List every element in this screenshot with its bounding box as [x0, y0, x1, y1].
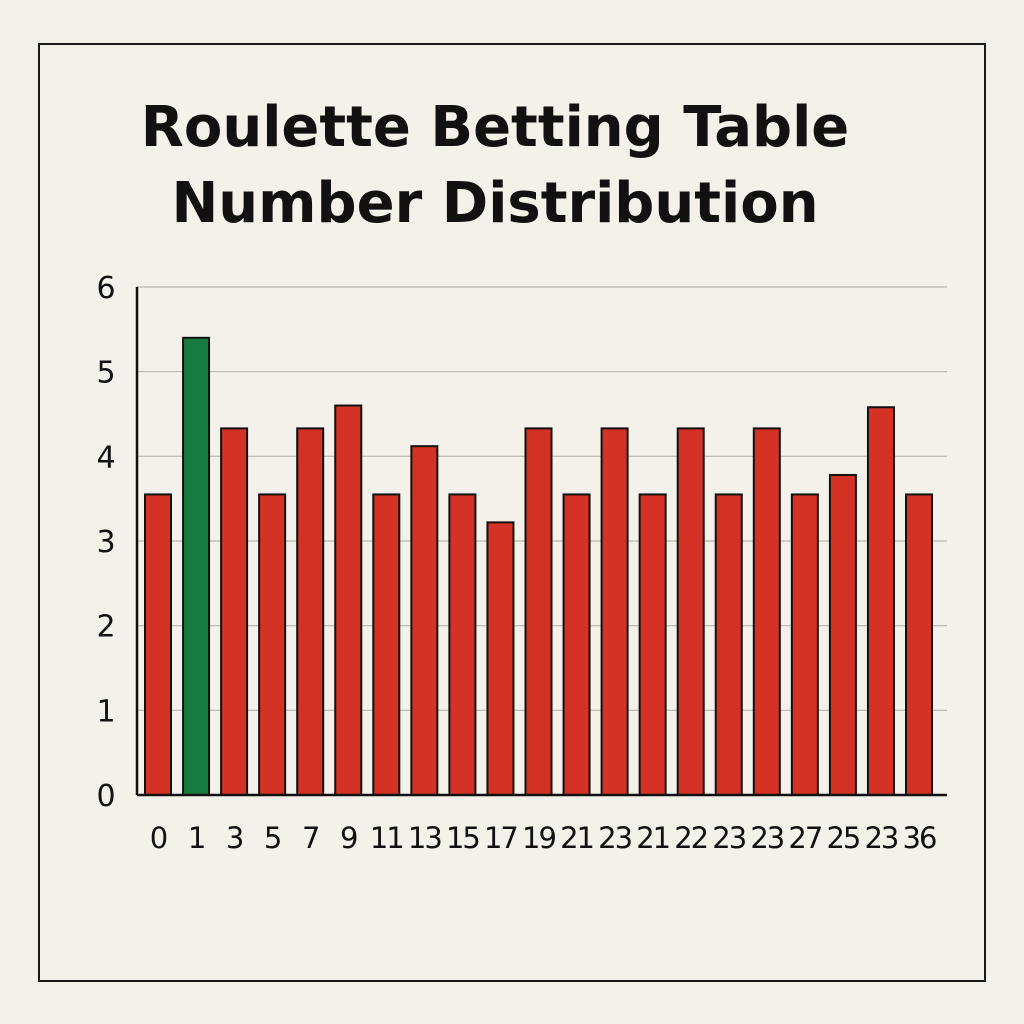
x-tick-label: 0: [150, 821, 167, 855]
y-tick-label: 5: [96, 356, 115, 391]
y-tick-label: 0: [96, 779, 115, 814]
y-tick-label: 2: [96, 610, 115, 645]
x-tick-label: 36: [903, 821, 936, 855]
bar-7: [410, 445, 439, 796]
x-tick-label: 23: [864, 821, 897, 855]
bars: [144, 336, 933, 797]
x-tick-label: 21: [560, 821, 593, 855]
bar-18: [828, 473, 857, 796]
bar-6: [372, 493, 401, 796]
bar-16: [752, 427, 781, 796]
x-tick-label: 13: [408, 821, 441, 855]
y-tick-labels: 0 1 2 3 4 5 6: [96, 271, 115, 814]
bar-1: [182, 336, 211, 796]
x-tick-label: 5: [264, 821, 280, 855]
bar-0: [144, 493, 172, 796]
bar-17: [790, 493, 819, 796]
axes: [135, 287, 947, 797]
y-tick-label: 3: [96, 525, 115, 560]
y-tick-label: 4: [96, 440, 115, 475]
bar-19: [866, 406, 895, 796]
x-tick-label: 15: [446, 821, 479, 855]
chart-title-line-2: Number Distribution: [171, 171, 819, 236]
x-tick-label: 1: [188, 821, 204, 855]
bar-8: [448, 493, 477, 796]
x-tick-label: 22: [674, 821, 707, 855]
y-tick-label: 1: [96, 694, 115, 729]
x-tick-label: 25: [826, 821, 859, 855]
bar-3: [258, 493, 287, 796]
bar-4: [296, 427, 325, 796]
x-tick-label: 21: [636, 821, 669, 855]
bar-2: [220, 427, 249, 796]
x-tick-label: 9: [340, 821, 357, 855]
x-tick-label: 11: [370, 821, 403, 855]
bar-5: [334, 404, 363, 796]
x-tick-label: 23: [712, 821, 745, 855]
bar-10: [524, 427, 553, 796]
chart-title-line-1: Roulette Betting Table: [140, 95, 850, 160]
chart-title: Roulette Betting Table Number Distributi…: [0, 90, 990, 242]
x-tick-label: 7: [302, 821, 318, 855]
bar-12: [600, 427, 629, 796]
y-tick-label: 6: [96, 271, 115, 306]
x-tick-label: 3: [226, 821, 243, 855]
bar-15: [714, 493, 743, 796]
x-tick-label: 23: [750, 821, 783, 855]
bar-13: [638, 493, 667, 796]
x-tick-label: 27: [788, 821, 821, 855]
x-tick-label: 19: [522, 821, 555, 855]
bar-14: [676, 427, 705, 796]
bar-9: [486, 521, 515, 797]
x-tick-labels: 0 1 3 5 7 9 11 13 15 17 19 21 23 21 22 23 23 27 25 23 36: [150, 821, 938, 855]
bar-20: [905, 493, 933, 796]
x-tick-label: 17: [484, 821, 517, 855]
bar-11: [562, 493, 591, 796]
x-tick-label: 23: [598, 821, 631, 855]
